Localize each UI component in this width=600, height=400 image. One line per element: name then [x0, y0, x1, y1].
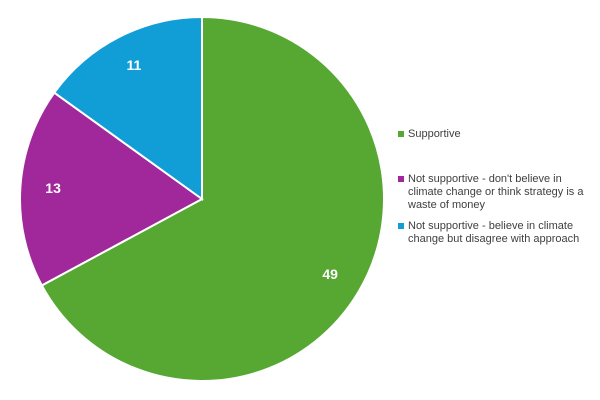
legend-label-not-supportive-disbelieve: Not supportive - don't believe in climat… [408, 173, 584, 211]
legend-swatch-not-supportive-disbelieve [398, 176, 404, 182]
pie-data-labels: 49 13 11 [45, 57, 338, 282]
data-label-not-supportive-disbelieve: 13 [45, 180, 61, 196]
data-label-not-supportive-disagree: 11 [127, 57, 142, 73]
pie-slice-not-supportive-disbelieve [19, 91, 204, 287]
data-label-supportive: 49 [322, 266, 338, 282]
pie-slices [19, 15, 385, 382]
legend-swatch-supportive [398, 131, 404, 137]
legend-swatch-not-supportive-disagree [398, 223, 404, 229]
legend-label-supportive: Supportive [408, 128, 461, 140]
legend-item-supportive: Supportive [398, 128, 594, 141]
legend-item-not-supportive-disagree: Not supportive - believe in climate chan… [398, 220, 594, 246]
legend-item-not-supportive-disbelieve: Not supportive - don't believe in climat… [398, 173, 594, 212]
chart-legend: Supportive Not supportive - don't believ… [398, 128, 594, 246]
pie-slice-supportive [40, 15, 385, 382]
legend-label-not-supportive-disagree: Not supportive - believe in climate chan… [408, 220, 580, 245]
pie-slice-not-supportive-disagree [52, 15, 203, 201]
